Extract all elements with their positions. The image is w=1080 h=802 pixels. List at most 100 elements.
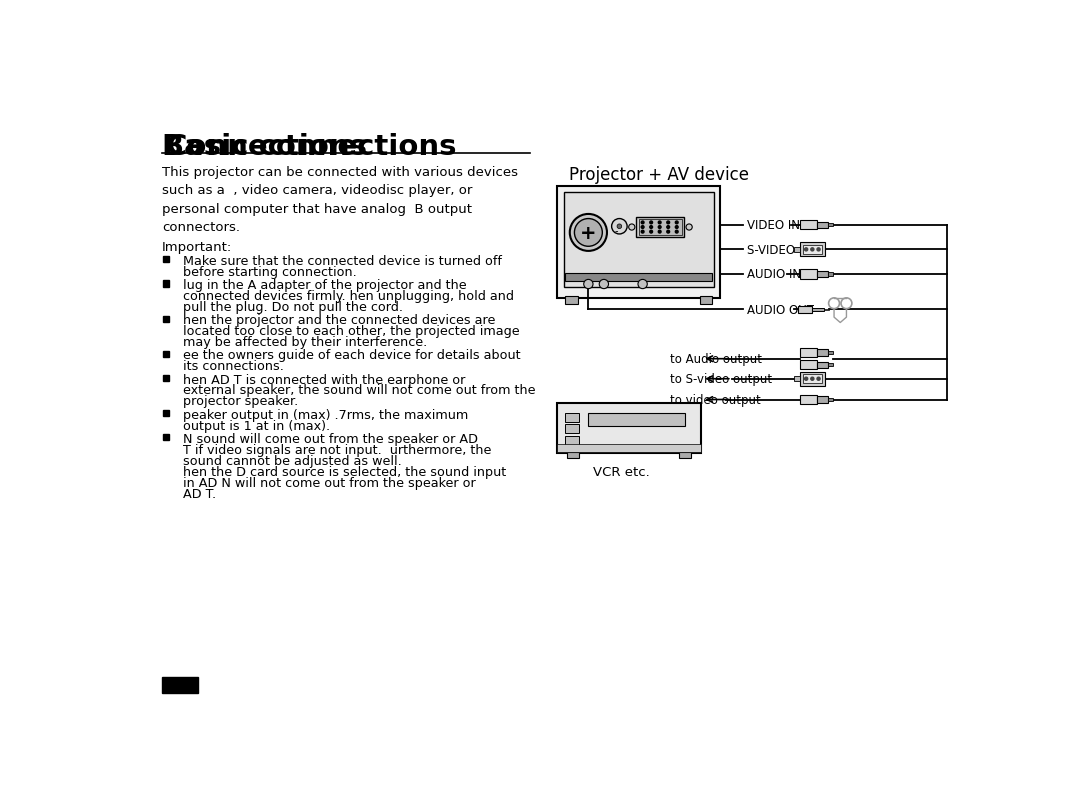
- Circle shape: [611, 219, 627, 235]
- Circle shape: [599, 280, 608, 290]
- Text: AUDIO IN: AUDIO IN: [747, 268, 801, 282]
- Text: N sound will come out from the speaker or AD: N sound will come out from the speaker o…: [183, 432, 478, 445]
- Bar: [816, 350, 828, 356]
- Text: EN-1: EN-1: [162, 678, 198, 692]
- Circle shape: [675, 221, 678, 225]
- Circle shape: [642, 226, 644, 229]
- Bar: [800, 372, 825, 387]
- Circle shape: [659, 231, 661, 233]
- Circle shape: [666, 231, 670, 233]
- Circle shape: [570, 215, 607, 252]
- Bar: [800, 221, 816, 230]
- Bar: [565, 436, 579, 445]
- Circle shape: [659, 221, 661, 225]
- Bar: [636, 218, 685, 237]
- Circle shape: [642, 231, 644, 233]
- Text: hen the D card source is selected, the sound input: hen the D card source is selected, the s…: [183, 465, 507, 478]
- Circle shape: [650, 226, 652, 229]
- Bar: [565, 297, 578, 305]
- Text: VIDEO IN: VIDEO IN: [747, 219, 800, 232]
- Bar: [557, 404, 701, 454]
- Bar: [638, 220, 683, 236]
- Text: its connections.: its connections.: [183, 360, 284, 373]
- Circle shape: [675, 231, 678, 233]
- Bar: [828, 399, 833, 402]
- Circle shape: [617, 225, 622, 229]
- Bar: [800, 349, 816, 358]
- Text: S-VIDEO IN: S-VIDEO IN: [747, 244, 811, 257]
- Circle shape: [811, 249, 814, 252]
- Text: AD T.: AD T.: [183, 487, 216, 500]
- Bar: [800, 361, 816, 370]
- Bar: [557, 444, 701, 452]
- Text: located too close to each other, the projected image: located too close to each other, the pro…: [183, 325, 519, 338]
- Circle shape: [675, 226, 678, 229]
- Bar: [824, 310, 828, 311]
- Bar: [565, 274, 713, 282]
- Bar: [804, 375, 822, 384]
- Circle shape: [805, 378, 808, 381]
- Text: VCR etc.: VCR etc.: [593, 465, 649, 478]
- Text: to S-video output: to S-video output: [670, 373, 772, 386]
- Bar: [816, 397, 828, 403]
- Text: hen the projector and the connected devices are: hen the projector and the connected devi…: [183, 314, 496, 327]
- Text: +: +: [580, 224, 596, 243]
- Text: AUDIO OUT: AUDIO OUT: [747, 303, 814, 317]
- Text: peaker output in (max) .7rms, the maximum: peaker output in (max) .7rms, the maximu…: [183, 408, 469, 421]
- Bar: [828, 224, 833, 227]
- Text: Projector + AV device: Projector + AV device: [569, 165, 750, 184]
- Bar: [800, 243, 825, 257]
- Bar: [800, 270, 816, 279]
- Text: before starting connection.: before starting connection.: [183, 265, 356, 278]
- Circle shape: [575, 219, 603, 247]
- Text: Important:: Important:: [162, 241, 232, 253]
- Circle shape: [811, 378, 814, 381]
- Text: -: -: [615, 226, 618, 236]
- Bar: [163, 257, 170, 263]
- Bar: [798, 306, 811, 314]
- Circle shape: [638, 280, 647, 290]
- Circle shape: [666, 226, 670, 229]
- Circle shape: [816, 378, 820, 381]
- Text: pull the plug. Do not pull the cord.: pull the plug. Do not pull the cord.: [183, 301, 403, 314]
- Bar: [816, 363, 828, 368]
- Text: lug in the A adapter of the projector and the: lug in the A adapter of the projector an…: [183, 279, 467, 292]
- Text: Basic connections: Basic connections: [162, 133, 457, 161]
- Bar: [565, 424, 579, 434]
- Text: T if video signals are not input.  urthermore, the: T if video signals are not input. urther…: [183, 444, 491, 456]
- Bar: [163, 282, 170, 287]
- Bar: [567, 452, 579, 459]
- Bar: [163, 375, 170, 382]
- Text: hen AD T is connected with the earphone or: hen AD T is connected with the earphone …: [183, 373, 465, 386]
- Circle shape: [686, 225, 692, 231]
- Circle shape: [629, 225, 635, 231]
- Circle shape: [659, 226, 661, 229]
- Bar: [800, 395, 816, 405]
- Text: This projector can be connected with various devices
such as a  , video camera, : This projector can be connected with var…: [162, 165, 518, 234]
- Text: external speaker, the sound will not come out from the: external speaker, the sound will not com…: [183, 384, 536, 397]
- Text: Connections: Connections: [165, 133, 367, 161]
- Bar: [162, 678, 198, 693]
- Bar: [828, 273, 833, 276]
- Circle shape: [650, 231, 652, 233]
- Circle shape: [642, 221, 644, 225]
- Text: to video output: to video output: [670, 394, 760, 407]
- Bar: [794, 377, 800, 382]
- Circle shape: [650, 221, 652, 225]
- Text: sound cannot be adjusted as well.: sound cannot be adjusted as well.: [183, 454, 402, 467]
- Circle shape: [805, 249, 808, 252]
- Text: in AD N will not come out from the speaker or: in AD N will not come out from the speak…: [183, 476, 476, 489]
- Bar: [589, 413, 685, 427]
- Bar: [828, 351, 833, 354]
- Text: connected devices firmly. hen unplugging, hold and: connected devices firmly. hen unplugging…: [183, 290, 514, 302]
- Circle shape: [816, 249, 820, 252]
- Bar: [804, 245, 822, 255]
- Bar: [564, 193, 714, 288]
- Bar: [700, 297, 713, 305]
- Bar: [163, 435, 170, 441]
- Text: to Audio output: to Audio output: [670, 353, 761, 366]
- Bar: [828, 364, 833, 367]
- Text: output is 1 at in (max).: output is 1 at in (max).: [183, 419, 330, 432]
- Bar: [816, 272, 828, 277]
- Text: Make sure that the connected device is turned off: Make sure that the connected device is t…: [183, 255, 502, 268]
